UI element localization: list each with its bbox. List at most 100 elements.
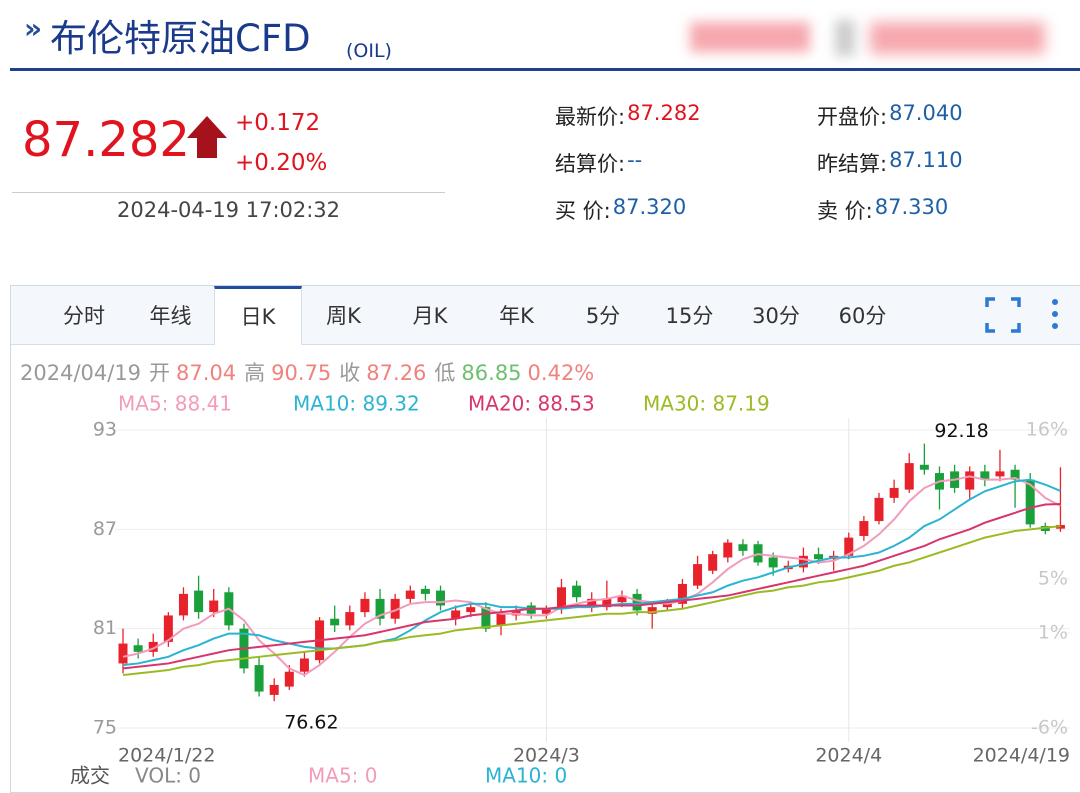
ma-line bbox=[122, 503, 1061, 670]
candle-body bbox=[1025, 479, 1035, 525]
y2-tick-label: -6% bbox=[1031, 717, 1068, 739]
candle-body bbox=[919, 464, 929, 470]
tab[interactable]: 月K bbox=[412, 304, 448, 328]
candle-body bbox=[904, 463, 914, 490]
x-tick-label: 2024/4 bbox=[815, 745, 882, 767]
field-label: 开盘价: bbox=[817, 105, 888, 129]
ma-line bbox=[122, 525, 1061, 677]
field-label: 卖 价: bbox=[817, 199, 873, 223]
field-label: 昨结算: bbox=[817, 152, 888, 176]
y2-tick-label: 16% bbox=[1026, 419, 1068, 441]
candle-body bbox=[194, 590, 204, 613]
candle-body bbox=[405, 590, 415, 599]
candle-body bbox=[617, 595, 627, 603]
y-tick-label: 87 bbox=[93, 518, 117, 540]
info-value: 87.04 bbox=[176, 361, 236, 385]
rule bbox=[12, 192, 445, 193]
volume-label: MA10: 0 bbox=[485, 764, 567, 788]
volume-label: VOL: 0 bbox=[135, 764, 201, 788]
candle-body bbox=[587, 598, 597, 608]
candle-body bbox=[284, 671, 294, 687]
high-annotation: 92.18 bbox=[934, 420, 988, 442]
candle-body bbox=[375, 598, 385, 619]
y2-tick-label: 1% bbox=[1038, 622, 1068, 644]
tab[interactable]: 5分 bbox=[585, 304, 621, 328]
dot bbox=[1052, 311, 1058, 317]
tab[interactable]: 分时 bbox=[63, 304, 105, 328]
volume-title: 成交 bbox=[70, 764, 110, 788]
candle-body bbox=[481, 607, 491, 629]
fullscreen-icon[interactable] bbox=[985, 297, 1021, 333]
info-label: 收 bbox=[339, 361, 360, 385]
field-value: 87.110 bbox=[889, 148, 963, 172]
low-annotation: 76.62 bbox=[284, 712, 338, 734]
candle-body bbox=[360, 598, 370, 613]
tab[interactable]: 年线 bbox=[149, 304, 192, 328]
volume-label: MA5: 0 bbox=[308, 764, 377, 788]
y2-tick-label: 5% bbox=[1038, 568, 1068, 590]
info-value: 0.42% bbox=[528, 361, 595, 385]
tab[interactable]: 年K bbox=[499, 304, 534, 328]
time: 2024-04-19 17:02:32 bbox=[117, 198, 341, 222]
field-label: 买 价: bbox=[555, 199, 611, 223]
candle-body bbox=[995, 471, 1005, 477]
info-label: 高 bbox=[244, 361, 265, 385]
candle-body bbox=[965, 471, 975, 490]
blurred-ad bbox=[870, 22, 1045, 54]
candle-body bbox=[889, 487, 899, 498]
candle-body bbox=[602, 598, 612, 608]
candle-body bbox=[844, 537, 854, 556]
candle-body bbox=[299, 658, 309, 672]
candle-body bbox=[556, 587, 566, 609]
candle-body bbox=[466, 607, 476, 613]
candle-body bbox=[647, 607, 657, 614]
y-tick-label: 93 bbox=[93, 419, 117, 441]
chart-panel bbox=[10, 285, 1080, 793]
candle-body bbox=[390, 598, 400, 619]
up-arrow bbox=[187, 116, 227, 158]
header-rule bbox=[10, 68, 1080, 71]
candle-body bbox=[178, 593, 188, 616]
candle-body bbox=[662, 603, 672, 608]
field-value: 87.330 bbox=[874, 195, 949, 219]
candle-body bbox=[572, 585, 582, 598]
legend-entry: MA20: 88.53 bbox=[468, 392, 595, 416]
tab[interactable]: 15分 bbox=[665, 304, 714, 328]
candle-body bbox=[209, 600, 219, 613]
candle-body bbox=[420, 588, 430, 594]
ohlc-info: 2024/04/19 开 87.04 高 90.75 收 87.26 低 86.85 0.42% bbox=[20, 361, 594, 385]
candle-body bbox=[269, 684, 279, 695]
tab[interactable]: 日K bbox=[214, 286, 302, 345]
dot bbox=[1052, 323, 1058, 329]
price: 87.282 bbox=[22, 112, 190, 168]
tab[interactable]: 30分 bbox=[752, 304, 800, 328]
candle-body bbox=[451, 610, 461, 619]
tab[interactable]: 60分 bbox=[838, 304, 887, 328]
field-value: 87.320 bbox=[612, 195, 687, 219]
more-icon[interactable] bbox=[1048, 297, 1062, 333]
field-label: 结算价: bbox=[555, 152, 626, 176]
legend-entry: MA5: 88.41 bbox=[118, 392, 232, 416]
info-date: 2024/04/19 bbox=[20, 361, 141, 385]
change: +0.172 bbox=[235, 110, 321, 136]
candle-body bbox=[693, 564, 703, 586]
field-label: 最新价: bbox=[555, 105, 626, 129]
tab-bar: 分时 年线 日K 周K 月K 年K 5分 15分 30分 60分 bbox=[11, 286, 1080, 345]
candle-body bbox=[436, 590, 446, 606]
icon-path bbox=[985, 297, 1021, 333]
arrow-shape bbox=[187, 116, 227, 158]
candle-body bbox=[708, 554, 718, 571]
candle-body bbox=[496, 613, 506, 626]
info-label: 低 bbox=[434, 361, 455, 385]
info-value: 90.75 bbox=[271, 361, 331, 385]
info-value: 86.85 bbox=[461, 361, 521, 385]
candle-body bbox=[723, 542, 733, 558]
x-tick-label: 2024/1/22 bbox=[118, 745, 215, 767]
candle-body bbox=[163, 615, 173, 642]
title: 布伦特原油CFD bbox=[50, 17, 311, 60]
blurred-ad bbox=[835, 20, 855, 56]
x-tick-label: 2024/4/19 bbox=[973, 745, 1070, 767]
tab[interactable]: 周K bbox=[326, 304, 361, 328]
dot bbox=[1052, 299, 1058, 305]
